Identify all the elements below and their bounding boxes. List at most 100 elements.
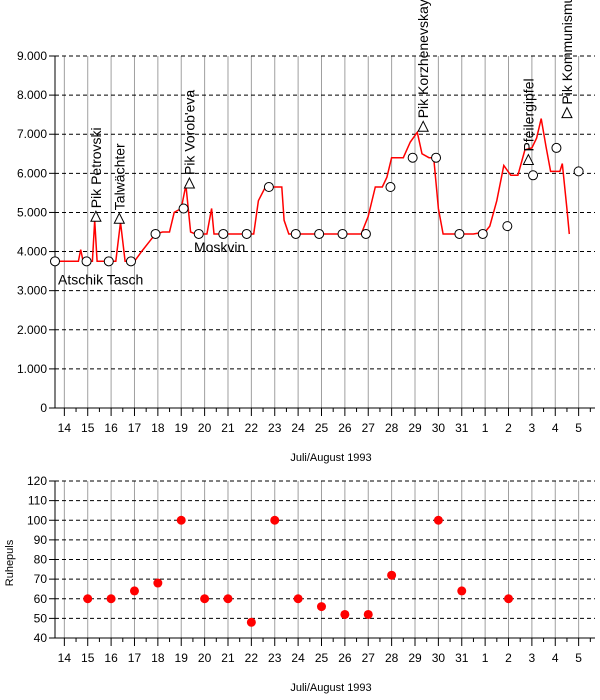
- pulse-point: [504, 594, 514, 604]
- x-tick-label: 5: [575, 651, 582, 665]
- campsite-marker: [178, 203, 189, 214]
- x-tick-label: 31: [455, 651, 469, 665]
- x-tick-label: 17: [128, 421, 142, 435]
- summit-marker: [113, 212, 126, 224]
- y-tick-label: 7.000: [17, 127, 47, 141]
- elevation-markers: [50, 106, 584, 267]
- x-tick-label: 25: [315, 651, 329, 665]
- y-tick-label: 2.000: [17, 323, 47, 337]
- pulse-point: [387, 570, 397, 580]
- pulse-point: [176, 515, 186, 525]
- annotation-label: Pik Vorob'eva: [181, 90, 197, 175]
- annotation-label: Moskvin: [194, 239, 245, 255]
- pulse-y-axis-label: Ruhepuls: [4, 539, 16, 586]
- summit-marker: [90, 210, 102, 222]
- x-tick-label: 14: [58, 421, 72, 435]
- campsite-marker: [454, 228, 465, 239]
- campsite-marker: [50, 256, 60, 267]
- y-tick-label: 40: [34, 631, 48, 645]
- pulse-point: [106, 594, 116, 604]
- x-tick-label: 23: [268, 421, 282, 435]
- elevation-grid: [55, 55, 595, 408]
- x-tick-label: 31: [455, 421, 469, 435]
- summit-marker: [561, 106, 573, 119]
- x-tick-label: 3: [529, 421, 536, 435]
- x-tick-label: 4: [552, 421, 559, 435]
- campsite-marker: [477, 228, 488, 239]
- y-tick-label: 9.000: [17, 49, 47, 63]
- pulse-point: [363, 609, 373, 619]
- annotation-label: Talwächter: [111, 143, 127, 210]
- y-tick-label: 1.000: [17, 362, 47, 376]
- x-tick-label: 20: [198, 651, 212, 665]
- x-tick-label: 17: [128, 651, 142, 665]
- pulse-point: [270, 515, 280, 525]
- campsite-marker: [193, 228, 204, 239]
- y-tick-label: 110: [28, 494, 47, 508]
- x-tick-label: 4: [552, 651, 559, 665]
- pulse-point: [83, 594, 93, 604]
- pulse-point: [153, 578, 163, 588]
- y-tick-label: 70: [34, 572, 48, 586]
- campsite-marker: [502, 221, 513, 232]
- y-tick-label: 90: [34, 533, 48, 547]
- x-tick-label: 27: [362, 421, 376, 435]
- pulse-point: [293, 594, 303, 604]
- x-tick-label: 22: [245, 421, 259, 435]
- campsite-marker: [314, 228, 325, 239]
- x-tick-label: 23: [268, 651, 282, 665]
- x-tick-label: 16: [104, 651, 118, 665]
- x-tick-label: 24: [291, 651, 305, 665]
- pulse-point: [246, 617, 256, 627]
- campsite-marker: [241, 228, 252, 239]
- x-tick-label: 28: [385, 421, 399, 435]
- y-tick-label: 100: [27, 513, 47, 527]
- x-tick-label: 25: [315, 421, 329, 435]
- x-tick-label: 15: [81, 421, 95, 435]
- x-tick-label: 3: [529, 651, 536, 665]
- campsite-marker: [337, 228, 348, 239]
- campsite-marker: [263, 182, 274, 193]
- y-tick-label: 50: [34, 611, 48, 625]
- x-tick-label: 21: [221, 421, 235, 435]
- x-tick-label: 19: [175, 651, 189, 665]
- annotation-label: Pik Kommunismus: [559, 0, 575, 105]
- x-tick-label: 24: [291, 421, 305, 435]
- x-tick-label: 19: [175, 421, 189, 435]
- x-tick-label: 21: [221, 651, 235, 665]
- elevation-annotations: Atschik Tasch Pik Petrovski Talwächter Pik …: [58, 0, 575, 287]
- x-tick-label: 18: [151, 651, 165, 665]
- y-tick-label: 3.000: [17, 284, 47, 298]
- x-tick-label: 27: [362, 651, 376, 665]
- elevation-x-axis-label: Juli/August 1993: [290, 452, 371, 464]
- pulse-point: [200, 594, 210, 604]
- y-tick-label: 0: [40, 401, 47, 415]
- x-tick-label: 26: [338, 651, 352, 665]
- x-tick-label: 2: [505, 421, 512, 435]
- pulse-point: [340, 609, 350, 619]
- x-tick-label: 15: [81, 651, 95, 665]
- summit-marker: [183, 176, 196, 189]
- x-tick-label: 16: [104, 421, 118, 435]
- y-tick-label: 80: [34, 553, 48, 567]
- y-tick-label: 8.000: [17, 88, 47, 102]
- elevation-axes: 14 15 16 17 18 19 20 21 22 23 24 25 26 27 28 29 30 31 1 2 3 4…: [17, 49, 595, 435]
- x-tick-label: 30: [432, 651, 446, 665]
- x-tick-label: 14: [58, 651, 72, 665]
- campsite-marker: [551, 142, 562, 153]
- annotation-label: Pik Petrovski: [88, 127, 104, 208]
- annotation-label: Pfeilergipfel: [520, 78, 536, 151]
- summit-marker: [417, 120, 429, 132]
- pulse-point: [129, 586, 139, 596]
- campsite-marker: [290, 228, 301, 239]
- campsite-marker: [385, 182, 396, 193]
- x-tick-label: 22: [245, 651, 259, 665]
- x-tick-label: 5: [575, 421, 582, 435]
- campsite-marker: [150, 228, 161, 239]
- campsite-marker: [125, 256, 136, 267]
- campsite-marker: [218, 228, 229, 239]
- y-tick-label: 120: [27, 474, 47, 488]
- y-tick-label: 60: [34, 592, 48, 606]
- pulse-point: [223, 594, 233, 604]
